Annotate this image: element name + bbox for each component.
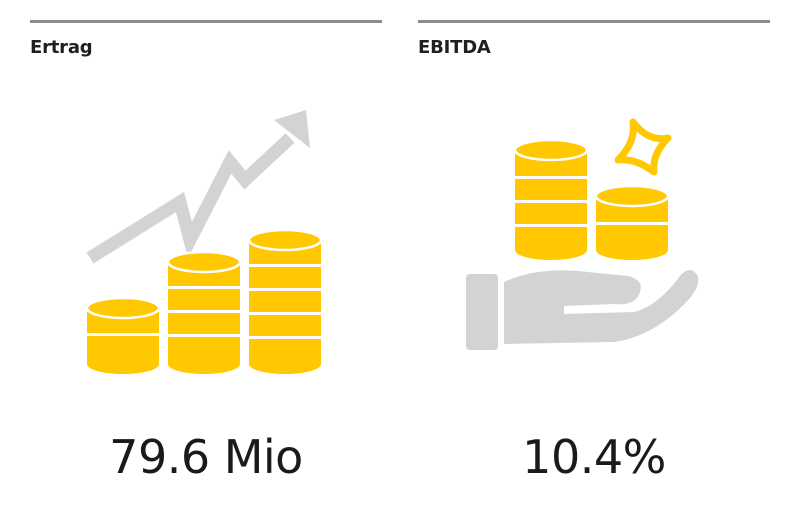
top-divider (418, 20, 770, 23)
kpi-label: EBITDA (418, 37, 491, 58)
sparkle-icon (614, 118, 672, 176)
coins-growth-icon (85, 110, 323, 374)
coin-stack-medium (166, 250, 242, 374)
kpi-card-ebitda: EBITDA 1 (418, 20, 770, 500)
coin-stack-small (85, 296, 161, 374)
kpi-label: Ertrag (30, 37, 93, 58)
top-divider (30, 20, 382, 23)
hand-icon (466, 270, 699, 350)
kpi-card-ertrag: Ertrag (30, 20, 382, 500)
kpi-value: 79.6 Mio (109, 430, 303, 484)
coin-stack-small (594, 184, 670, 260)
coin-stack-tall (513, 138, 589, 260)
kpi-value: 10.4% (522, 430, 666, 484)
hand-coins-sparkle-icon (466, 118, 699, 350)
coin-stack-tall (247, 228, 323, 374)
